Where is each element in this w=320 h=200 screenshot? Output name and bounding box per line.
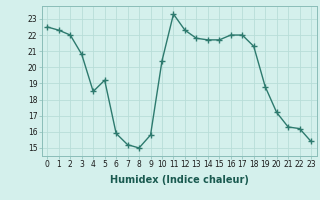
X-axis label: Humidex (Indice chaleur): Humidex (Indice chaleur): [110, 175, 249, 185]
